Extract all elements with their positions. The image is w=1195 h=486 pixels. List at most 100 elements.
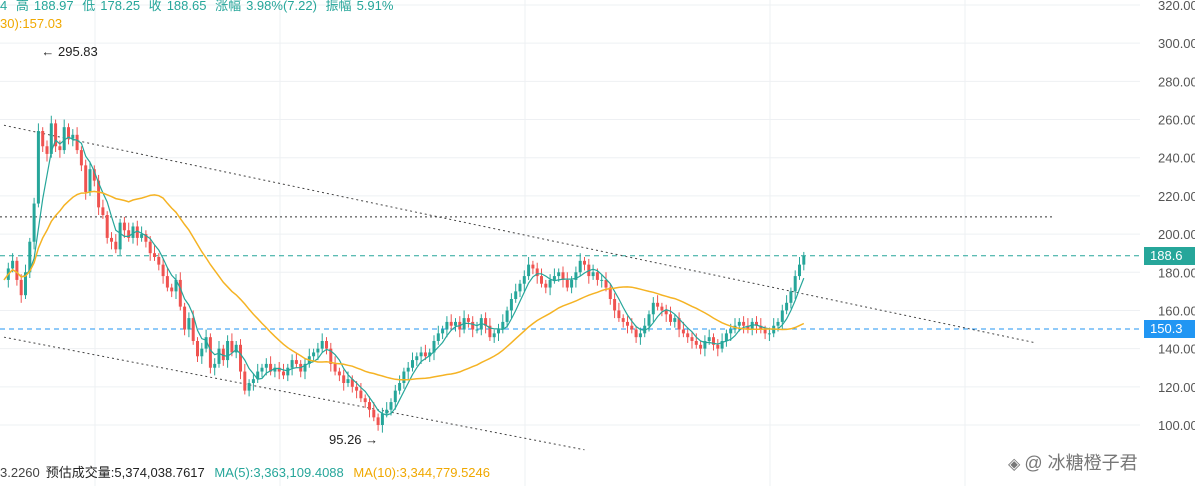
candle-body <box>449 321 453 326</box>
candle-body <box>789 291 793 303</box>
y-axis-tick-label: 100.00 <box>1158 418 1195 433</box>
candle-body <box>531 264 535 269</box>
candle-body <box>471 321 475 330</box>
candle-body <box>122 222 126 231</box>
candle-body <box>535 268 539 277</box>
candle-body <box>75 134 79 151</box>
candle-body <box>647 314 651 326</box>
candle-body <box>406 367 410 372</box>
ma5-volume-value: 3,363,109.4088 <box>253 465 344 480</box>
ma30-value: 30):157.03 <box>0 16 63 31</box>
candle-body <box>208 337 212 368</box>
candle-body <box>737 321 741 326</box>
current-price-tag: 188.6 <box>1144 246 1195 265</box>
info-high-label: 高 <box>15 0 29 13</box>
candle-body <box>286 367 290 376</box>
candle-body <box>140 234 144 238</box>
level-price-text: 150.3 <box>1150 320 1183 336</box>
candle-body <box>509 299 513 311</box>
candle-body <box>290 360 294 368</box>
candle-body <box>548 279 552 288</box>
candle-body <box>380 413 384 425</box>
candle-body <box>355 386 359 391</box>
candle-body <box>497 329 500 334</box>
candle-body <box>621 318 625 322</box>
candle-body <box>350 379 354 387</box>
candle-body <box>251 379 255 383</box>
candle-body <box>729 329 733 334</box>
candle-body <box>247 383 251 391</box>
y-axis-tick-label: 180.00 <box>1158 265 1195 280</box>
candle-body <box>617 310 621 319</box>
candle-body <box>54 123 58 147</box>
candle-body <box>273 367 277 372</box>
candle-body <box>58 146 62 151</box>
candle-body <box>651 302 655 315</box>
candle-body <box>320 341 324 349</box>
candle-body <box>294 360 298 364</box>
candle-body <box>71 134 75 139</box>
trendline <box>3 124 1037 344</box>
candle-body <box>759 325 763 330</box>
candle-body <box>699 344 703 349</box>
candle-body <box>282 371 285 376</box>
candle-body <box>342 375 346 383</box>
candle-body <box>226 341 230 361</box>
candle-body <box>522 276 526 284</box>
candle-body <box>600 279 604 281</box>
candle-body <box>565 279 569 288</box>
info-high-value: 188.97 <box>33 0 74 13</box>
candle-body <box>178 279 182 307</box>
candle-body <box>79 150 83 166</box>
candle-body <box>583 260 586 265</box>
candle-body <box>445 321 449 330</box>
info-close-label: 收 <box>148 0 162 13</box>
est-volume-value: 5,374,038.7617 <box>114 465 205 480</box>
watermark-text: @ 冰糖橙子君 <box>1024 453 1138 473</box>
candlesticks <box>6 115 806 433</box>
candle-body <box>389 402 393 410</box>
candle-body <box>221 348 225 361</box>
candle-body <box>333 363 337 372</box>
candle-body <box>196 341 199 357</box>
ma5-volume-label: MA(5): <box>214 465 254 480</box>
candle-body <box>372 409 376 418</box>
candle-body <box>423 352 427 357</box>
candle-body <box>217 348 221 364</box>
level-price-tag: 150.3 <box>1144 319 1195 338</box>
candle-body <box>436 333 440 341</box>
candle-body <box>484 318 488 326</box>
y-axis-tick-label: 280.00 <box>1158 74 1195 89</box>
candle-body <box>634 329 638 338</box>
y-axis-tick-label: 320.00 <box>1158 0 1195 13</box>
chart-grid <box>0 0 1140 486</box>
candle-body <box>664 310 668 315</box>
candle-body <box>763 329 767 334</box>
candle-body <box>393 390 397 403</box>
candle-body <box>540 276 543 284</box>
candle-body <box>552 276 556 280</box>
candle-body <box>767 333 771 335</box>
candle-body <box>144 234 148 242</box>
candle-body <box>97 180 101 208</box>
candle-body <box>518 283 522 292</box>
candle-body <box>492 333 496 338</box>
candle-body <box>200 348 204 357</box>
candle-body <box>677 318 681 330</box>
candle-body <box>15 260 19 280</box>
candle-body <box>570 279 574 288</box>
candle-body <box>686 333 690 338</box>
ma5-line <box>3 136 805 416</box>
candle-body <box>11 260 15 269</box>
y-axis-tick-label: 160.00 <box>1158 303 1195 318</box>
candle-body <box>88 169 92 193</box>
candle-body <box>346 379 350 383</box>
candle-body <box>578 260 582 273</box>
candle-body <box>28 241 32 273</box>
info-amplitude-label: 振幅 <box>325 0 352 13</box>
candle-body <box>488 325 492 338</box>
candle-body <box>187 318 191 330</box>
watermark: ◈ @ 冰糖橙子君 <box>1008 449 1138 475</box>
candle-body <box>213 363 217 368</box>
candle-body <box>135 226 139 238</box>
